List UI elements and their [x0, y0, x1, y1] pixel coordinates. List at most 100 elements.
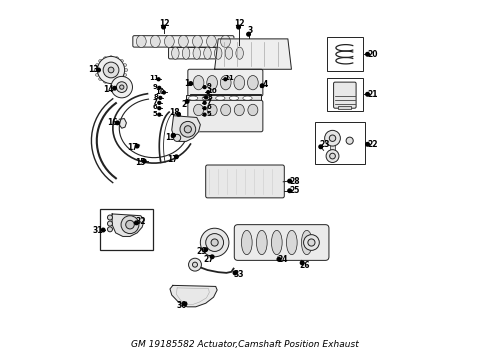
Ellipse shape — [103, 80, 107, 83]
Ellipse shape — [216, 96, 225, 100]
Ellipse shape — [189, 96, 198, 100]
Text: 32: 32 — [135, 217, 146, 226]
FancyBboxPatch shape — [188, 100, 263, 132]
Text: 14: 14 — [103, 85, 114, 94]
Circle shape — [159, 96, 162, 99]
Circle shape — [288, 179, 292, 183]
Bar — [186, 95, 261, 102]
Text: 13: 13 — [88, 66, 98, 75]
Ellipse shape — [123, 64, 127, 67]
Text: 24: 24 — [277, 255, 288, 264]
Circle shape — [120, 85, 124, 89]
Text: 26: 26 — [300, 261, 310, 270]
Bar — [315, 122, 365, 164]
Circle shape — [277, 257, 281, 261]
Text: 27: 27 — [203, 255, 214, 264]
Text: 15: 15 — [136, 158, 146, 167]
FancyBboxPatch shape — [334, 82, 356, 108]
Bar — [100, 208, 153, 249]
Circle shape — [206, 234, 223, 251]
FancyBboxPatch shape — [188, 69, 263, 96]
Ellipse shape — [204, 47, 211, 59]
Circle shape — [158, 113, 161, 116]
Ellipse shape — [96, 64, 99, 67]
Text: 3: 3 — [248, 26, 253, 35]
Circle shape — [107, 227, 113, 232]
Circle shape — [158, 107, 161, 110]
Ellipse shape — [109, 81, 113, 84]
Ellipse shape — [220, 104, 231, 116]
Ellipse shape — [301, 230, 312, 255]
Circle shape — [304, 235, 319, 250]
Text: 30: 30 — [176, 301, 187, 310]
Circle shape — [203, 113, 206, 116]
Text: 31: 31 — [93, 225, 103, 234]
Bar — [338, 106, 351, 109]
Text: 8: 8 — [208, 94, 213, 100]
Circle shape — [111, 76, 132, 98]
Circle shape — [107, 215, 113, 220]
Text: GM 19185582 Actuator,Camshaft Position Exhaust: GM 19185582 Actuator,Camshaft Position E… — [131, 340, 359, 349]
Ellipse shape — [182, 47, 190, 59]
Circle shape — [101, 228, 105, 232]
Bar — [327, 78, 363, 111]
Polygon shape — [170, 285, 217, 307]
Circle shape — [237, 25, 241, 29]
Ellipse shape — [193, 76, 204, 90]
Ellipse shape — [123, 73, 127, 76]
Circle shape — [193, 262, 197, 267]
Text: 12: 12 — [234, 19, 245, 28]
Circle shape — [180, 121, 196, 137]
Circle shape — [204, 248, 207, 251]
Circle shape — [260, 84, 264, 87]
Ellipse shape — [120, 59, 123, 62]
Text: 7: 7 — [206, 99, 211, 105]
Text: 12: 12 — [159, 19, 170, 28]
Circle shape — [211, 239, 218, 246]
Circle shape — [183, 302, 187, 306]
FancyBboxPatch shape — [133, 36, 234, 47]
Circle shape — [97, 68, 100, 72]
Ellipse shape — [98, 59, 102, 62]
Ellipse shape — [202, 96, 211, 100]
Text: 33: 33 — [234, 270, 244, 279]
Ellipse shape — [194, 104, 203, 116]
Circle shape — [205, 96, 207, 99]
Circle shape — [319, 145, 322, 149]
Ellipse shape — [234, 104, 245, 116]
Ellipse shape — [115, 80, 119, 83]
Ellipse shape — [220, 35, 230, 48]
Ellipse shape — [193, 47, 200, 59]
Circle shape — [113, 86, 117, 90]
Circle shape — [126, 220, 134, 229]
Ellipse shape — [172, 47, 179, 59]
Circle shape — [135, 144, 139, 148]
Text: 10: 10 — [155, 89, 165, 95]
Circle shape — [233, 271, 237, 275]
Ellipse shape — [103, 57, 107, 60]
Ellipse shape — [236, 47, 244, 59]
Ellipse shape — [234, 76, 245, 90]
Ellipse shape — [94, 68, 98, 71]
Text: 1: 1 — [185, 79, 190, 88]
Circle shape — [203, 102, 206, 104]
Circle shape — [210, 255, 214, 258]
Circle shape — [135, 221, 138, 225]
Circle shape — [143, 159, 146, 163]
Circle shape — [103, 62, 119, 78]
Text: 4: 4 — [263, 80, 269, 89]
Text: 8: 8 — [154, 94, 159, 100]
Bar — [330, 138, 335, 154]
Circle shape — [207, 91, 210, 94]
Ellipse shape — [220, 76, 231, 90]
Text: 11: 11 — [149, 75, 159, 81]
Ellipse shape — [207, 76, 218, 90]
FancyBboxPatch shape — [206, 165, 284, 198]
Circle shape — [189, 258, 201, 271]
Circle shape — [162, 25, 165, 29]
Text: 21: 21 — [368, 90, 378, 99]
Circle shape — [325, 130, 341, 146]
Circle shape — [326, 150, 339, 162]
Circle shape — [366, 143, 369, 146]
Ellipse shape — [96, 73, 99, 76]
